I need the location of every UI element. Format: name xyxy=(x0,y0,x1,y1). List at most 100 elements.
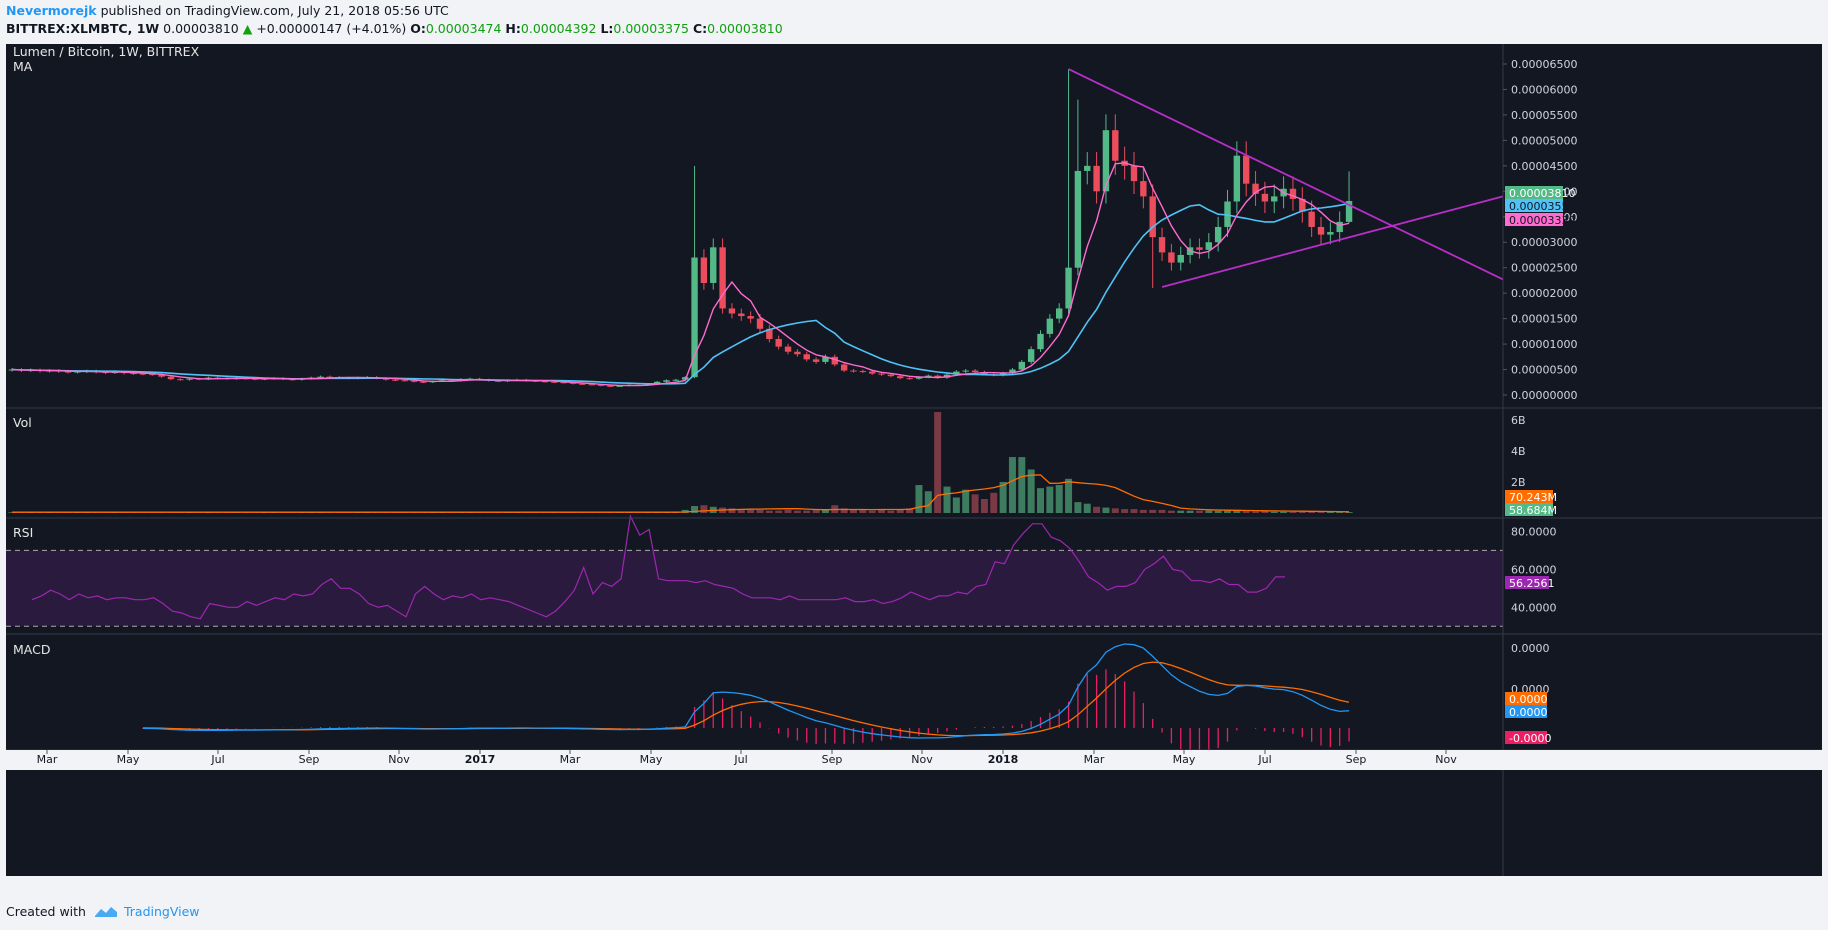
price-tick-label: 0.00001500 xyxy=(1511,313,1577,326)
volume-bar xyxy=(1317,511,1325,513)
candle-body xyxy=(934,375,941,378)
author-link[interactable]: Nevermorejk xyxy=(6,3,97,18)
volume-bar xyxy=(793,510,801,513)
candle-body xyxy=(728,308,736,314)
candle-body xyxy=(710,247,717,283)
candle-body xyxy=(1130,165,1138,182)
candle-body xyxy=(822,356,829,362)
volume-bar xyxy=(737,509,745,513)
volume-bar xyxy=(1242,511,1250,513)
candle-body xyxy=(597,384,605,386)
volume-bar xyxy=(728,508,736,513)
volume-bar xyxy=(1280,511,1288,513)
upper-trendline xyxy=(1068,68,1504,281)
candle-body xyxy=(177,379,184,381)
volume-bar xyxy=(691,506,699,513)
time-tick-label: Nov xyxy=(911,753,933,766)
candle-body xyxy=(289,379,296,381)
candle-body xyxy=(392,379,399,381)
time-tick-label: Mar xyxy=(37,753,58,766)
candle-body xyxy=(1065,267,1072,309)
candle-body xyxy=(663,380,670,382)
time-tick-label: Sep xyxy=(822,753,843,766)
volume-bar xyxy=(971,494,979,513)
price-tick-label: 0.00002000 xyxy=(1511,287,1577,300)
candle-body xyxy=(560,382,567,384)
published-text: published on TradingView.com, July 21, 2… xyxy=(100,3,449,18)
publish-info: Nevermorejk published on TradingView.com… xyxy=(6,3,449,18)
rsi-panel[interactable] xyxy=(6,514,1503,627)
price-tick-label: 0.00006000 xyxy=(1511,83,1577,96)
candle-body xyxy=(1158,237,1166,253)
candle-body xyxy=(831,356,838,365)
macd-panel[interactable] xyxy=(142,643,1350,753)
candle-body xyxy=(1177,254,1184,263)
candle-body xyxy=(1289,188,1297,199)
macd-tag xyxy=(1505,705,1547,718)
candle-body xyxy=(1037,333,1044,350)
time-tick-label: Nov xyxy=(1435,753,1457,766)
volume-bar xyxy=(990,492,998,513)
candle-body xyxy=(747,316,754,319)
price-tick-label: 0.00000500 xyxy=(1511,364,1577,377)
tradingview-link[interactable]: TradingView xyxy=(123,904,200,919)
volume-tag xyxy=(1505,503,1553,516)
macd-tag xyxy=(1505,692,1547,705)
volume-bar xyxy=(1130,509,1138,513)
volume-bar xyxy=(896,509,904,513)
time-tick-label: Sep xyxy=(299,753,320,766)
volume-bar xyxy=(803,510,811,513)
candle-body xyxy=(953,371,960,375)
candle-body xyxy=(775,338,782,347)
volume-bar xyxy=(924,491,932,513)
time-tick-label: May xyxy=(640,753,663,766)
candle-body xyxy=(1233,155,1241,202)
candle-body xyxy=(1327,232,1334,235)
volume-bar xyxy=(1308,511,1316,513)
price-panel[interactable] xyxy=(8,68,1504,387)
volume-bar xyxy=(1158,509,1166,513)
volume-bar xyxy=(1186,510,1194,513)
time-tick-label: Nov xyxy=(388,753,410,766)
time-tick-label: May xyxy=(1173,753,1196,766)
volume-bar xyxy=(1261,511,1269,513)
volume-tick-label: 2B xyxy=(1511,476,1526,489)
time-axis-background xyxy=(6,750,1822,770)
candle-body xyxy=(1140,181,1147,197)
candle-body xyxy=(766,328,773,339)
volume-bar xyxy=(1055,485,1063,513)
price-tick-label: 0.00000000 xyxy=(1511,389,1577,402)
low-value: 0.00003375 xyxy=(613,21,689,36)
volume-bar xyxy=(943,486,951,513)
candle-body xyxy=(1196,247,1203,250)
candle-body xyxy=(1149,196,1156,238)
volume-bar xyxy=(934,412,942,513)
candle-body xyxy=(420,381,427,383)
macd-tick-label: 0.0000 xyxy=(1511,642,1550,655)
price-tag xyxy=(1505,213,1563,226)
rsi-tick-label: 40.0000 xyxy=(1511,601,1557,614)
candle-body xyxy=(869,371,876,374)
volume-bar xyxy=(821,509,829,513)
candle-body xyxy=(1018,361,1025,370)
macd-line xyxy=(142,643,1350,739)
volume-panel[interactable] xyxy=(8,412,1353,513)
volume-bar xyxy=(840,508,848,513)
close-label: C: xyxy=(692,21,708,36)
chart-title: Lumen / Bitcoin, 1W, BITTREX xyxy=(13,44,200,59)
time-tick-label: Jul xyxy=(210,753,224,766)
candle-body xyxy=(1308,211,1315,227)
candle-body xyxy=(700,257,708,283)
volume-bar xyxy=(775,510,783,513)
volume-bar xyxy=(1233,510,1241,513)
open-label: O: xyxy=(410,21,426,36)
candle-body xyxy=(326,376,334,378)
low-label: L: xyxy=(600,21,614,36)
candle-body xyxy=(1102,130,1110,192)
candle-body xyxy=(1056,308,1063,319)
candle-body xyxy=(962,370,969,372)
candle-body xyxy=(653,381,661,384)
macd-tag-label: 0.0000 xyxy=(1509,706,1548,719)
